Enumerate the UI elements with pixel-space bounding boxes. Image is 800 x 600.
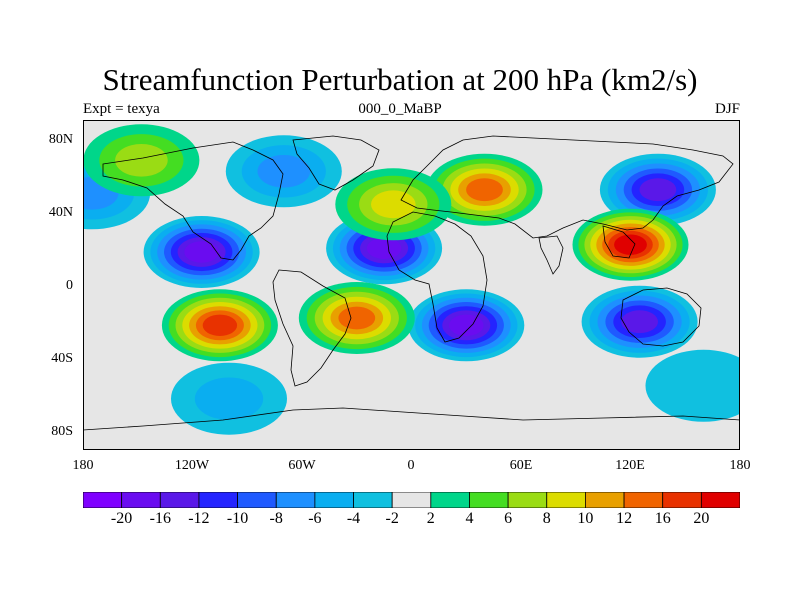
case-label: 000_0_MaBP xyxy=(358,101,442,117)
coastline-layer xyxy=(83,135,740,431)
lat-tick-80s: 80S xyxy=(51,424,73,439)
colorbar-box-13 xyxy=(585,492,625,508)
colorbar-box-4 xyxy=(237,492,277,508)
colorbar-box-0 xyxy=(83,492,123,508)
colorbar-box-8 xyxy=(391,492,432,508)
contour-band-low-1-6 xyxy=(366,237,402,259)
colorbar-label: -20 xyxy=(110,510,133,527)
contour-band-high-13-3 xyxy=(371,190,416,219)
lon-tick-120e: 120E xyxy=(615,458,645,473)
colorbar-label: -8 xyxy=(269,510,283,527)
colorbar-label: 4 xyxy=(465,510,474,527)
coastline-greenland xyxy=(292,135,380,191)
colorbar-label: 6 xyxy=(504,510,513,527)
colorbar-box-11 xyxy=(507,492,548,508)
colorbar-box-10 xyxy=(469,492,509,508)
coastline-africa xyxy=(386,211,488,343)
lat-tick-equator: 0 xyxy=(66,278,73,293)
lon-tick-180-west: 180 xyxy=(72,458,94,473)
contour-band-low-0-6 xyxy=(184,241,219,263)
colorbar-label: -16 xyxy=(149,510,171,527)
colorbar-label: -10 xyxy=(226,510,249,527)
colorbar-label: 10 xyxy=(577,510,594,527)
colorbar-box-15 xyxy=(662,492,702,508)
coastline-eurasia xyxy=(400,135,734,239)
lat-tick-40s: 40S xyxy=(51,351,73,366)
coastline-australia xyxy=(620,287,702,347)
colorbar-label: 12 xyxy=(616,510,633,527)
colorbar-box-9 xyxy=(430,492,470,508)
season-label: DJF xyxy=(714,101,740,117)
map-plot xyxy=(83,120,740,450)
colorbar-box-1 xyxy=(121,492,161,508)
contour-band-low-8-0 xyxy=(645,349,740,422)
colorbar-label: -4 xyxy=(346,510,361,527)
colorbar-box-5 xyxy=(275,492,316,508)
lon-tick-60e: 60E xyxy=(509,458,533,473)
contour-band-low-3-5 xyxy=(621,310,658,334)
coastline-south-america xyxy=(272,269,352,387)
colorbar-label: 8 xyxy=(542,510,551,527)
colorbar-box-3 xyxy=(198,492,238,508)
lon-tick-0: 0 xyxy=(407,458,415,473)
colorbar-box-16 xyxy=(700,492,740,508)
contour-band-high-14-2 xyxy=(115,144,168,177)
lat-tick-80n: 80N xyxy=(48,132,73,147)
coastline-antarctica xyxy=(83,407,740,431)
coastline-southeast-asia xyxy=(602,225,636,259)
lon-tick-180-east: 180 xyxy=(729,458,751,473)
lon-tick-60w: 60W xyxy=(288,458,316,473)
contour-band-low-2-6 xyxy=(449,314,484,336)
contour-band-low-5-2 xyxy=(257,155,311,188)
colorbar xyxy=(83,492,740,508)
colorbar-box-14 xyxy=(623,492,664,508)
colorbar-box-2 xyxy=(159,492,200,508)
contour-band-high-9-7 xyxy=(614,234,647,255)
map-frame xyxy=(83,120,740,450)
lon-tick-120w: 120W xyxy=(174,458,210,473)
coastline-north-america xyxy=(102,141,284,261)
colorbar-box-7 xyxy=(353,492,393,508)
experiment-label: Expt = texya xyxy=(83,101,160,117)
colorbar-label: -6 xyxy=(308,510,322,527)
contour-fill-layer xyxy=(83,124,740,435)
colorbar-label: 20 xyxy=(693,510,710,527)
lat-tick-40n: 40N xyxy=(48,205,73,220)
colorbar-label: 16 xyxy=(654,510,671,527)
colorbar-label: -2 xyxy=(385,510,399,527)
contour-band-low-4-5 xyxy=(639,178,677,202)
colorbar-box-12 xyxy=(546,492,586,508)
coastline-india xyxy=(538,235,564,275)
colorbar-label: 2 xyxy=(426,510,435,527)
contour-band-high-12-5 xyxy=(466,178,503,202)
colorbar-box-6 xyxy=(314,492,354,508)
contour-band-high-10-6 xyxy=(202,314,238,336)
contour-band-high-11-5 xyxy=(338,306,376,330)
colorbar-label: -12 xyxy=(188,510,210,527)
map-title: Streamfunction Perturbation at 200 hPa (… xyxy=(102,62,698,97)
contour-band-low-7-1 xyxy=(194,377,264,420)
